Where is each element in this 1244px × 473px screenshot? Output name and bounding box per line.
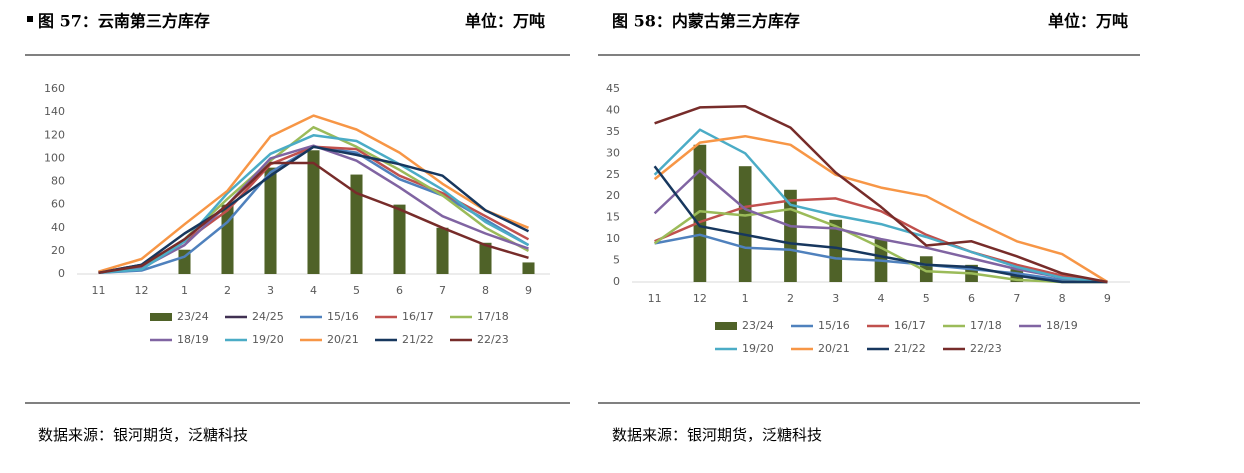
y-tick-label: 0 <box>58 267 65 280</box>
series-line <box>98 145 530 275</box>
x-tick-label: 8 <box>482 284 489 297</box>
y-tick-label: 30 <box>606 146 620 159</box>
bar <box>393 204 406 274</box>
x-tick-label: 4 <box>878 292 885 305</box>
x-tick-label: 11 <box>648 292 662 305</box>
bar <box>221 204 234 274</box>
x-tick-label: 5 <box>923 292 930 305</box>
y-tick-label: 160 <box>44 82 65 95</box>
legend-label: 17/18 <box>970 319 1002 332</box>
x-tick-label: 3 <box>832 292 839 305</box>
y-tick-label: 20 <box>606 189 620 202</box>
legend-label: 21/22 <box>402 333 434 346</box>
x-tick-label: 4 <box>310 284 317 297</box>
x-tick-label: 7 <box>439 284 446 297</box>
series-line <box>98 161 529 275</box>
x-tick-label: 6 <box>968 292 975 305</box>
series-line <box>653 165 1108 284</box>
y-tick-label: 80 <box>51 175 65 188</box>
legend-label: 19/20 <box>252 333 284 346</box>
x-tick-label: 1 <box>181 284 188 297</box>
legend-label: 22/23 <box>970 342 1002 355</box>
legend-label: 18/19 <box>177 333 209 346</box>
x-tick-label: 5 <box>353 284 360 297</box>
bar <box>307 150 320 274</box>
bar <box>350 174 363 274</box>
y-tick-label: 25 <box>606 168 620 181</box>
y-tick-label: 120 <box>44 128 65 141</box>
legend-label: 15/16 <box>327 310 359 323</box>
legend-label: 16/17 <box>894 319 926 332</box>
y-tick-label: 100 <box>44 151 65 164</box>
legend-swatch <box>715 322 737 330</box>
y-tick-label: 60 <box>51 198 65 211</box>
series-line <box>653 134 1109 284</box>
legend-label: 22/23 <box>477 333 509 346</box>
legend-label: 17/18 <box>477 310 509 323</box>
bar <box>522 262 535 274</box>
bar <box>436 227 449 274</box>
x-tick-label: 12 <box>693 292 707 305</box>
bar <box>784 189 797 282</box>
series-line <box>98 134 530 275</box>
x-tick-label: 9 <box>525 284 532 297</box>
x-tick-label: 12 <box>135 284 149 297</box>
x-tick-label: 11 <box>92 284 106 297</box>
x-tick-label: 6 <box>396 284 403 297</box>
legend-label: 18/19 <box>1046 319 1078 332</box>
y-tick-label: 35 <box>606 125 620 138</box>
bar <box>919 256 933 282</box>
y-tick-label: 10 <box>606 232 620 245</box>
y-tick-label: 45 <box>606 82 620 95</box>
series-line <box>654 233 1108 284</box>
x-tick-label: 3 <box>267 284 274 297</box>
series-line <box>653 128 1108 284</box>
x-tick-label: 8 <box>1059 292 1066 305</box>
x-tick-label: 2 <box>787 292 794 305</box>
legend-label: 15/16 <box>818 319 850 332</box>
bar <box>693 144 707 282</box>
legend-label: 19/20 <box>742 342 774 355</box>
bar <box>264 167 277 274</box>
series-line <box>654 197 1108 284</box>
series-line <box>654 104 1108 284</box>
x-tick-label: 7 <box>1013 292 1020 305</box>
chart-title: 图 58：内蒙古第三方库存 <box>612 12 800 31</box>
unit-label: 单位：万吨 <box>465 12 545 31</box>
x-tick-label: 2 <box>224 284 231 297</box>
legend-label: 21/22 <box>894 342 926 355</box>
chart-title: 图 57：云南第三方库存 <box>38 12 210 31</box>
y-tick-label: 20 <box>51 244 65 257</box>
series-line <box>653 207 1108 284</box>
y-tick-label: 40 <box>51 221 65 234</box>
legend-label: 23/24 <box>177 310 209 323</box>
series-line <box>653 169 1108 284</box>
x-tick-label: 9 <box>1104 292 1111 305</box>
unit-label: 单位：万吨 <box>1048 12 1128 31</box>
legend-swatch <box>150 313 172 321</box>
y-tick-label: 140 <box>44 105 65 118</box>
source-note: 数据来源：银河期货，泛糖科技 <box>612 426 822 444</box>
bar <box>738 166 752 282</box>
bar <box>479 242 492 274</box>
legend-label: 24/25 <box>252 310 284 323</box>
y-tick-label: 5 <box>613 254 620 267</box>
y-tick-label: 40 <box>606 103 620 116</box>
bar <box>829 219 843 282</box>
bullet <box>27 16 33 22</box>
source-note: 数据来源：银河期货，泛糖科技 <box>38 426 248 444</box>
legend-label: 16/17 <box>402 310 434 323</box>
x-tick-label: 1 <box>742 292 749 305</box>
legend-label: 20/21 <box>327 333 359 346</box>
legend-label: 20/21 <box>818 342 850 355</box>
legend-label: 23/24 <box>742 319 774 332</box>
y-tick-label: 15 <box>606 211 620 224</box>
series-line <box>98 114 529 273</box>
y-tick-label: 0 <box>613 275 620 288</box>
